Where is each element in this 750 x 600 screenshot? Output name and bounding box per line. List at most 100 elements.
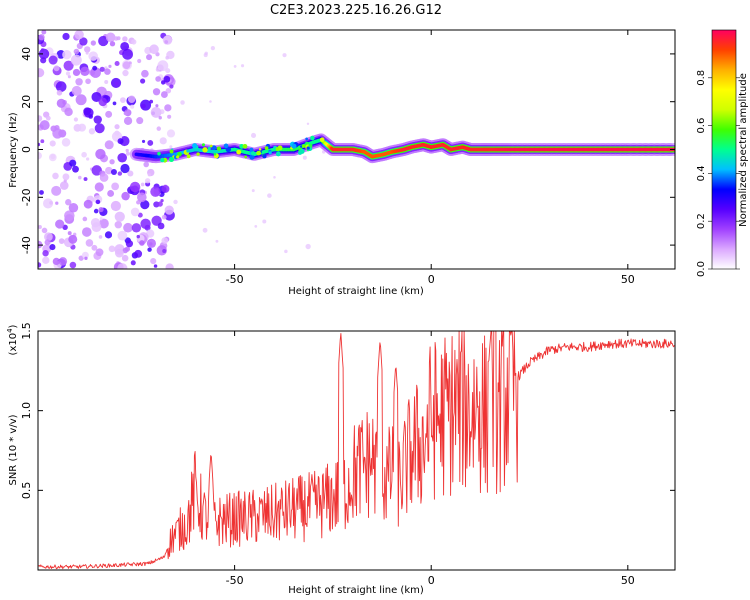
heatmap-noise-blob — [140, 78, 146, 84]
heatmap-ridge-speckle — [160, 157, 165, 163]
heatmap-noise-blob — [306, 122, 310, 126]
heatmap-noise-blob — [48, 55, 58, 65]
heatmap-ridge-speckle — [211, 145, 217, 151]
heatmap-noise-blob — [67, 231, 72, 236]
heatmap-noise-blob — [166, 129, 176, 138]
heatmap-noise-blob — [114, 60, 120, 67]
heatmap-noise-blob — [95, 148, 106, 160]
snr-series-line — [38, 331, 675, 570]
heatmap-ridge-speckle — [201, 143, 206, 147]
colorbar-tick-label: 0.2 — [696, 213, 707, 229]
heatmap-noise-blob — [165, 68, 171, 74]
heatmap-ridge-speckle — [308, 143, 313, 148]
heatmap-ridge-speckle — [186, 154, 191, 159]
heatmap-noise-blob — [116, 36, 121, 41]
heatmap-noise-blob — [121, 191, 130, 201]
heatmap-noise-blob — [62, 50, 72, 60]
heatmap-noise-blob — [94, 182, 104, 192]
heatmap-ridge-speckle — [169, 149, 174, 154]
heatmap-noise-blob — [159, 137, 167, 145]
colorbar-frame — [711, 29, 737, 270]
heatmap-noise-blob — [40, 57, 47, 64]
heatmap-noise-blob — [93, 115, 102, 124]
heatmap-noise-blob — [63, 60, 74, 71]
heatmap-noise-blob — [122, 36, 128, 42]
heatmap-noise-blob — [82, 216, 88, 222]
heatmap-noise-blob — [114, 211, 125, 222]
heatmap-noise-blob — [120, 97, 126, 103]
heatmap-ridge-speckle — [236, 149, 242, 155]
colorbar-label: Normalized spectral amplitude — [738, 73, 749, 227]
heatmap-noise-blob — [41, 227, 48, 234]
heatmap-noise-blob — [117, 230, 128, 241]
heatmap-noise-blob — [105, 110, 113, 118]
heatmap-noise-blob — [158, 116, 162, 120]
heatmap-ridge-speckle — [264, 146, 269, 150]
heatmap-noise-blob — [88, 51, 98, 61]
heatmap-noise-blob — [58, 257, 68, 266]
snr-y-axis-label: SNR (10 * v/v) — [8, 414, 19, 485]
heatmap-noise-blob — [162, 35, 173, 46]
heatmap-x-ticks: -50 0 50 — [226, 30, 635, 286]
heatmap-noise-blob — [262, 219, 267, 224]
heatmap-noise-blob — [137, 58, 142, 64]
heatmap-noise-blob — [125, 151, 130, 156]
heatmap-noise-blob — [99, 173, 109, 182]
heatmap-noise-blob — [136, 117, 144, 125]
heatmap-noise-blob — [48, 153, 57, 162]
heatmap-noise-blob — [110, 169, 117, 176]
snr-y-tick-label: 0.5 — [20, 482, 33, 500]
heatmap-noise-blob — [65, 199, 72, 206]
heatmap-noise-blob — [122, 247, 129, 254]
heatmap-noise-blob — [75, 78, 83, 86]
snr-panel: -50 0 50 0.5 1.0 1.5 Height of straight line… — [6, 322, 676, 596]
heatmap-noise-blob — [83, 199, 93, 209]
heatmap-noise-blob — [99, 217, 103, 221]
heatmap-ridge-speckle — [192, 143, 198, 149]
snr-x-axis-label: Height of straight line (km) — [288, 585, 424, 596]
heatmap-noise-blob — [58, 238, 65, 244]
heatmap-noise-blob — [68, 234, 78, 244]
heatmap-noise-blob — [141, 103, 146, 109]
heatmap-noise-blob — [112, 101, 117, 106]
heatmap-noise-blob — [117, 138, 124, 145]
heatmap-noise-blob — [105, 32, 116, 43]
heatmap-y-axis-label: Frequency (Hz) — [8, 112, 19, 188]
heatmap-noise-blob — [98, 206, 104, 213]
heatmap-noise-blob — [44, 239, 51, 246]
heatmap-x-tick-label: -50 — [226, 273, 244, 286]
heatmap-noise-blob — [157, 60, 169, 72]
heatmap-ridge-speckle — [249, 154, 255, 160]
heatmap-noise-blob — [109, 159, 115, 165]
heatmap-noise-blob — [54, 124, 60, 131]
heatmap-noise-blob — [38, 115, 43, 122]
heatmap-noise-blob — [85, 239, 94, 247]
heatmap-noise-blob — [163, 75, 171, 83]
heatmap-ridge-speckle — [157, 151, 161, 156]
heatmap-noise-blob — [52, 128, 63, 139]
heatmap-noise-blob — [98, 235, 103, 239]
colorbar-tick-label: 0.0 — [696, 261, 707, 277]
heatmap-noise-blob — [39, 190, 44, 195]
heatmap-noise-blob — [49, 244, 56, 251]
heatmap-noise-layer — [38, 30, 326, 269]
heatmap-noise-blob — [56, 98, 66, 108]
heatmap-noise-blob — [169, 145, 173, 149]
heatmap-noise-blob — [141, 69, 149, 78]
heatmap-noise-blob — [71, 85, 82, 96]
heatmap-x-axis-label: Height of straight line (km) — [288, 286, 424, 297]
heatmap-y-tick-label: 20 — [20, 95, 33, 109]
heatmap-noise-blob — [90, 67, 101, 78]
heatmap-noise-blob — [40, 139, 45, 144]
heatmap-noise-blob — [53, 65, 60, 72]
heatmap-noise-blob — [125, 240, 134, 248]
heatmap-noise-blob — [136, 234, 140, 239]
snr-background — [38, 331, 675, 570]
heatmap-noise-blob — [39, 120, 50, 131]
heatmap-noise-blob — [95, 199, 101, 205]
heatmap-noise-blob — [129, 181, 141, 193]
snr-x-ticks: -50 0 50 — [226, 331, 635, 587]
heatmap-ridge-speckle — [275, 147, 280, 151]
heatmap-noise-blob — [61, 138, 71, 147]
heatmap-ridge-speckle — [262, 154, 267, 159]
